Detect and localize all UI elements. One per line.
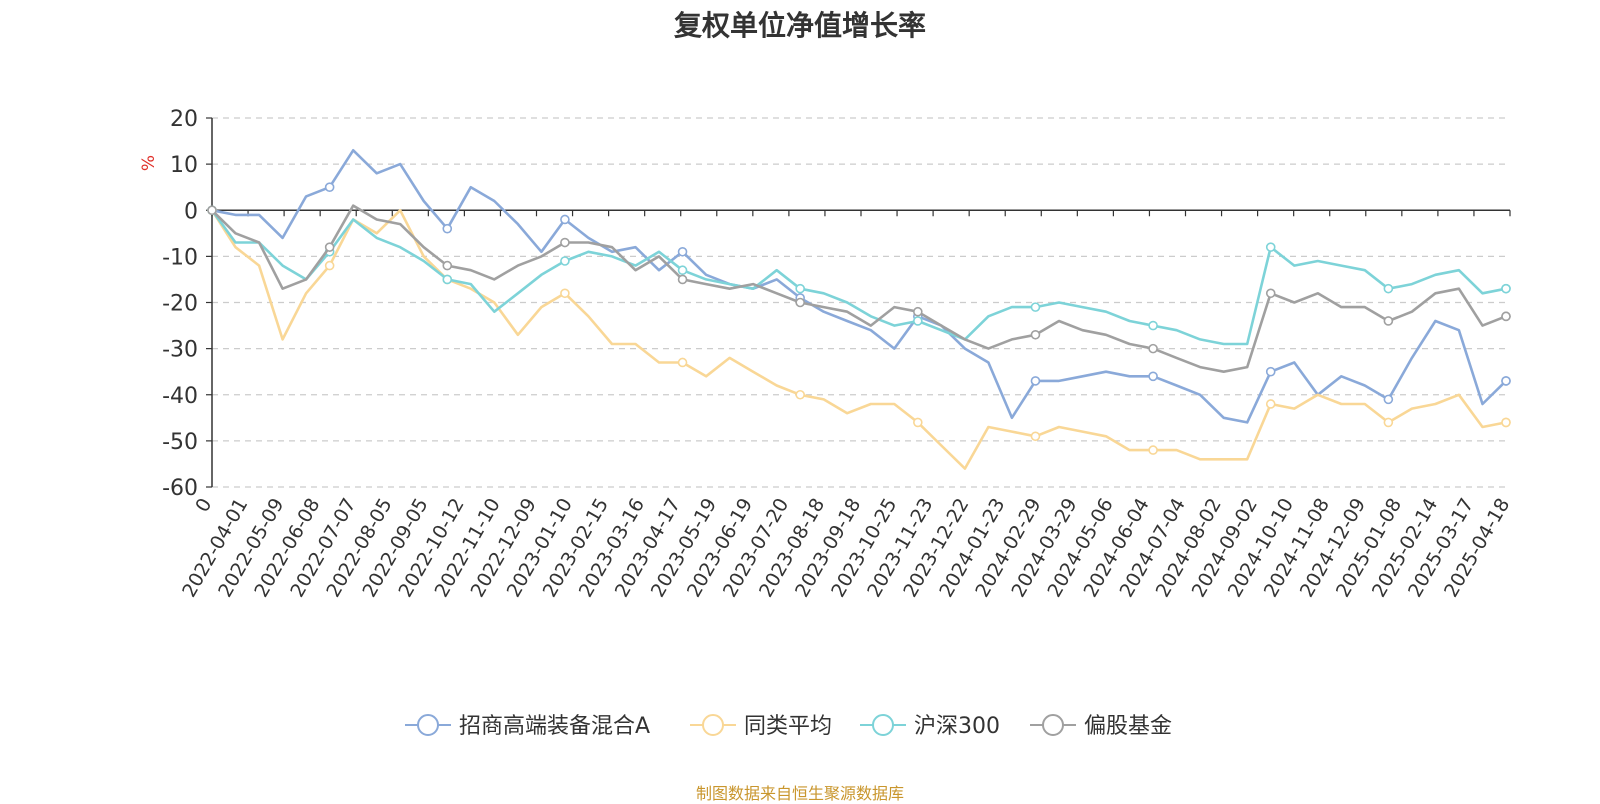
data-point-marker: [324, 260, 335, 271]
legend-label: 招商高端装备混合A: [459, 714, 650, 739]
data-point-marker: [1148, 320, 1158, 331]
y-tick-label: 0: [184, 199, 198, 224]
legend-marker-icon: [872, 714, 894, 736]
data-point-marker: [1148, 371, 1158, 382]
data-point-marker: [1383, 417, 1394, 428]
data-point-marker: [677, 246, 688, 257]
data-point-marker: [442, 260, 453, 271]
data-point-marker: [1501, 283, 1511, 294]
y-tick-label: -30: [162, 338, 198, 363]
series-line: [210, 209, 1507, 470]
y-axis-label: %: [139, 155, 159, 171]
data-point-marker: [677, 274, 688, 285]
data-point-marker: [1030, 376, 1041, 386]
series-line: [211, 149, 1507, 424]
data-point-marker: [1030, 329, 1041, 340]
data-point-marker: [795, 297, 805, 308]
line-chart: 20100-10-20-30-40-50-60%02022-04-012022-…: [139, 107, 1514, 739]
data-point-marker: [1148, 343, 1158, 354]
y-tick-label: 20: [170, 107, 198, 132]
y-tick-label: -50: [162, 430, 198, 455]
data-point-marker: [324, 242, 335, 252]
y-tick-label: -40: [162, 384, 198, 409]
data-point-marker: [1501, 311, 1511, 322]
series-line: [211, 204, 1507, 374]
data-point-marker: [913, 316, 923, 326]
y-tick-label: -20: [162, 292, 198, 317]
data-point-marker: [560, 214, 570, 225]
y-tick-label: -60: [162, 476, 198, 501]
data-point-marker: [677, 357, 688, 368]
data-point-marker: [442, 274, 453, 285]
data-point-marker: [1265, 366, 1276, 377]
data-point-marker: [795, 389, 805, 400]
series-line: [210, 209, 1507, 346]
data-point-marker: [560, 256, 570, 266]
data-point-marker: [913, 306, 923, 317]
legend-marker-icon: [1042, 714, 1064, 736]
data-point-marker: [1501, 417, 1511, 428]
data-point-marker: [1383, 394, 1394, 405]
y-tick-label: -10: [162, 245, 198, 270]
data-point-marker: [442, 223, 453, 234]
data-point-marker: [1265, 288, 1276, 299]
data-point-marker: [560, 237, 570, 248]
data-point-marker: [1383, 283, 1394, 294]
legend-marker-icon: [702, 714, 724, 736]
legend-label: 沪深300: [914, 714, 1000, 739]
data-point-marker: [1148, 445, 1158, 455]
data-point-marker: [1030, 431, 1041, 442]
data-point-marker: [1383, 316, 1394, 326]
data-point-marker: [207, 205, 217, 216]
x-tick-label: 0: [191, 495, 216, 516]
data-point-marker: [1030, 302, 1041, 312]
data-point-marker: [324, 182, 335, 192]
chart-title: 复权单位净值增长率: [673, 9, 926, 42]
y-tick-label: 10: [170, 153, 198, 178]
data-point-marker: [677, 265, 688, 276]
data-point-marker: [1501, 376, 1511, 386]
data-point-marker: [1265, 399, 1276, 409]
data-point-marker: [795, 283, 805, 294]
data-point-marker: [560, 288, 570, 299]
data-point-marker: [1265, 242, 1276, 252]
source-text: 制图数据来自恒生聚源数据库: [695, 784, 904, 803]
legend-label: 同类平均: [744, 714, 832, 739]
data-point-marker: [913, 417, 923, 428]
legend-label: 偏股基金: [1084, 714, 1172, 739]
legend-marker-icon: [417, 714, 439, 736]
